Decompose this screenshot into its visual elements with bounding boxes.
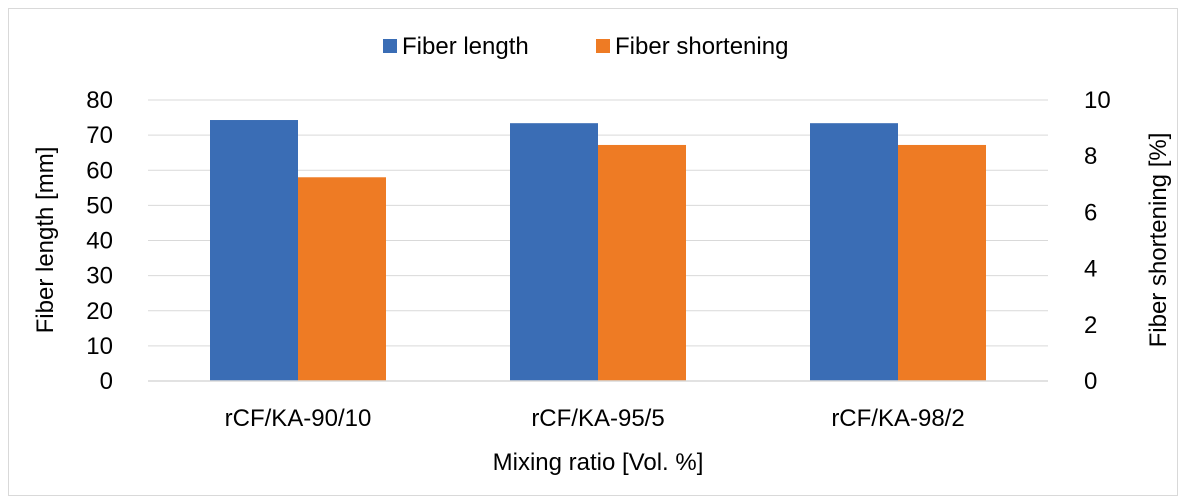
y-axis-ticks: 0 10 20 30 40 50 60 70 80 — [86, 87, 113, 395]
bar-fiber-shortening — [598, 144, 686, 381]
bars — [210, 120, 986, 382]
bar-fiber-length — [510, 123, 598, 382]
y-tick-label: 70 — [86, 122, 113, 149]
y-tick-label: 50 — [86, 192, 113, 219]
y2-tick-label: 0 — [1084, 368, 1097, 395]
y-tick-label: 0 — [100, 368, 113, 395]
y-tick-label: 60 — [86, 157, 113, 184]
bar-fiber-length — [210, 120, 298, 382]
bar-fiber-shortening — [298, 177, 386, 381]
y-tick-label: 10 — [86, 333, 113, 360]
y2-tick-label: 2 — [1084, 312, 1097, 339]
y2-tick-label: 6 — [1084, 199, 1097, 226]
y-tick-label: 40 — [86, 228, 113, 255]
y2-tick-label: 10 — [1084, 87, 1111, 114]
legend-label-fiber-shortening: Fiber shortening — [615, 33, 788, 60]
bar-fiber-shortening — [898, 144, 986, 381]
y2-tick-label: 8 — [1084, 143, 1097, 170]
y2-axis-ticks: 0 2 4 6 8 10 — [1084, 87, 1111, 395]
legend-swatch-fiber-shortening — [596, 39, 610, 53]
x-tick-label: rCF/KA-98/2 — [831, 405, 964, 432]
x-tick-label: rCF/KA-95/5 — [531, 405, 664, 432]
bar-fiber-length — [810, 123, 898, 382]
y2-axis-title: Fiber shortening [%] — [1145, 133, 1172, 348]
x-axis-title: Mixing ratio [Vol. %] — [493, 449, 704, 476]
legend-swatch-fiber-length — [383, 39, 397, 53]
y-tick-label: 80 — [86, 87, 113, 114]
y-tick-label: 30 — [86, 263, 113, 290]
x-tick-label: rCF/KA-90/10 — [225, 405, 372, 432]
y2-tick-label: 4 — [1084, 256, 1097, 283]
y-tick-label: 20 — [86, 298, 113, 325]
legend: Fiber length Fiber shortening — [383, 33, 788, 60]
x-axis-ticks: rCF/KA-90/10 rCF/KA-95/5 rCF/KA-98/2 — [225, 405, 965, 432]
y-axis-title: Fiber length [mm] — [32, 147, 59, 334]
legend-label-fiber-length: Fiber length — [402, 33, 529, 60]
